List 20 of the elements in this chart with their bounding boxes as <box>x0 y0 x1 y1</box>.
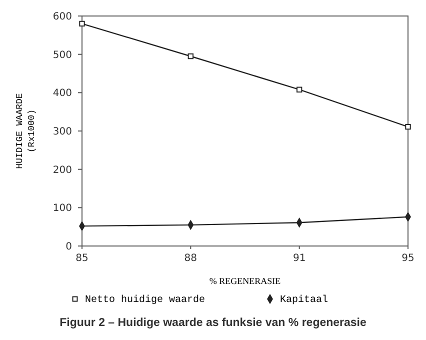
y-tick-label: 500 <box>52 50 72 61</box>
y-tick-label: 0 <box>66 242 72 252</box>
y-tick-label: 100 <box>52 203 72 214</box>
x-tick-label: 88 <box>184 253 198 264</box>
y-tick-label: 400 <box>52 88 72 100</box>
point <box>188 53 194 60</box>
y-tick-label: 200 <box>52 164 72 176</box>
x-axis-title: % REGENERASIE <box>209 276 282 286</box>
y-tick-label: 600 <box>52 12 72 22</box>
point <box>296 86 302 92</box>
x-tick-label: 91 <box>292 253 306 264</box>
text: Figuur 2 – Huidige waarde as funksie van % regenerasie <box>60 317 366 329</box>
point <box>79 20 85 27</box>
legend-label: Netto huidige waarde <box>85 294 206 306</box>
y-axis-title: HUIDIGE WAARDE (Rx1000) <box>15 93 37 169</box>
legend-label: Kapitaal <box>280 294 328 306</box>
y-tick-label: 300 <box>52 126 72 138</box>
point <box>405 124 411 130</box>
x-tick-label: 95 <box>402 253 414 264</box>
x-tick-label: 85 <box>76 253 88 264</box>
